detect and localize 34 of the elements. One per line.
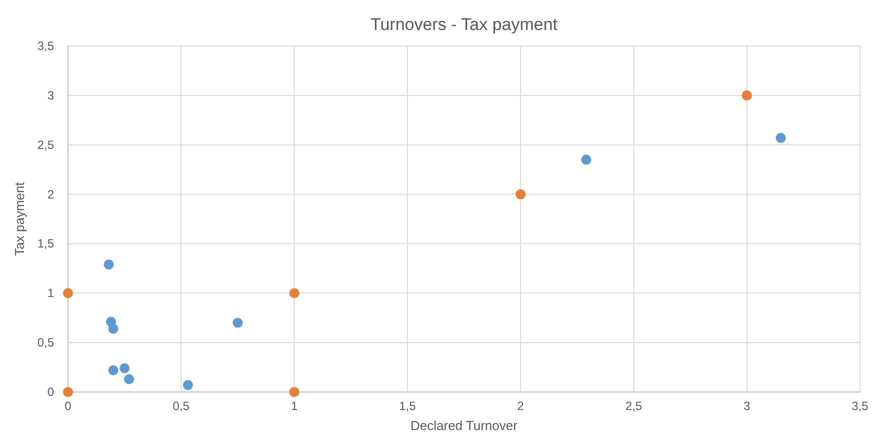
point — [289, 387, 300, 397]
x-tick-label: 2 — [517, 399, 524, 413]
x-tick-label: 3 — [744, 399, 751, 413]
point — [289, 288, 300, 298]
point — [108, 365, 118, 376]
point — [182, 380, 193, 390]
y-tick-label: 1 — [47, 286, 54, 300]
point — [742, 90, 752, 100]
point — [124, 374, 134, 384]
point — [232, 318, 243, 328]
y-tick-label: 0,5 — [37, 336, 54, 350]
y-tick-label: 2 — [47, 187, 54, 202]
point — [776, 132, 786, 143]
y-tick-label: 2,5 — [37, 138, 54, 152]
point — [120, 363, 130, 374]
x-tick-label: 1 — [290, 399, 298, 413]
y-tick-label: 0 — [47, 385, 54, 399]
point — [581, 154, 592, 165]
point — [104, 259, 114, 270]
x-tick-label: 2,5 — [625, 399, 642, 413]
x-tick-label: 0,5 — [172, 399, 190, 413]
point — [63, 387, 73, 397]
x-tick-label: 1,5 — [399, 399, 416, 413]
y-axis-title: Tax payment — [12, 182, 27, 256]
chart-title: Turnovers - Tax payment — [370, 15, 558, 34]
point — [63, 288, 73, 298]
y-tick-label: 1,5 — [37, 236, 54, 251]
x-tick-label: 3,5 — [852, 399, 869, 413]
x-tick-label: 0 — [64, 399, 72, 413]
x-axis-title: Declared Turnover — [410, 418, 518, 433]
point — [108, 324, 118, 334]
point — [516, 189, 526, 200]
y-tick-label: 3 — [47, 88, 54, 102]
y-tick-label: 3,5 — [37, 39, 54, 53]
